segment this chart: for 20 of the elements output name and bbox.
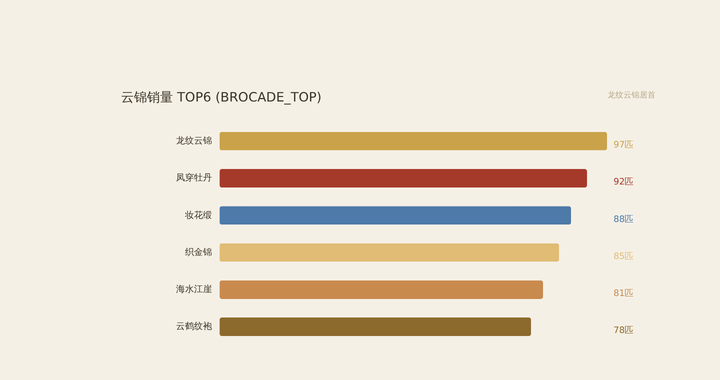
bar — [220, 318, 532, 336]
data-label: 97匹 — [613, 140, 634, 151]
y-tick-label: 凤穿牡丹 — [176, 172, 212, 184]
data-label: 85匹 — [613, 250, 634, 262]
data-label: 92匹 — [613, 176, 634, 188]
bar — [220, 168, 588, 188]
y-tick-label: 云鹤纹袍 — [176, 321, 212, 332]
bar — [220, 206, 572, 225]
chart-title: 云锦销量 TOP6 (BROCADE_TOP) — [121, 90, 322, 106]
y-tick-label: 龙纹云锦 — [176, 136, 212, 147]
y-tick-label: 海水江崖 — [176, 284, 212, 296]
bar — [220, 132, 607, 150]
y-tick-label: 妆花缎 — [184, 210, 212, 221]
data-label: 81匹 — [613, 288, 634, 300]
data-label: 88匹 — [613, 214, 634, 225]
y-tick-label: 织金锦 — [184, 246, 212, 258]
data-label: 78匹 — [613, 325, 634, 336]
text: 龙纹云锦居首 — [607, 90, 656, 100]
bar — [220, 243, 560, 262]
bar — [220, 280, 544, 299]
